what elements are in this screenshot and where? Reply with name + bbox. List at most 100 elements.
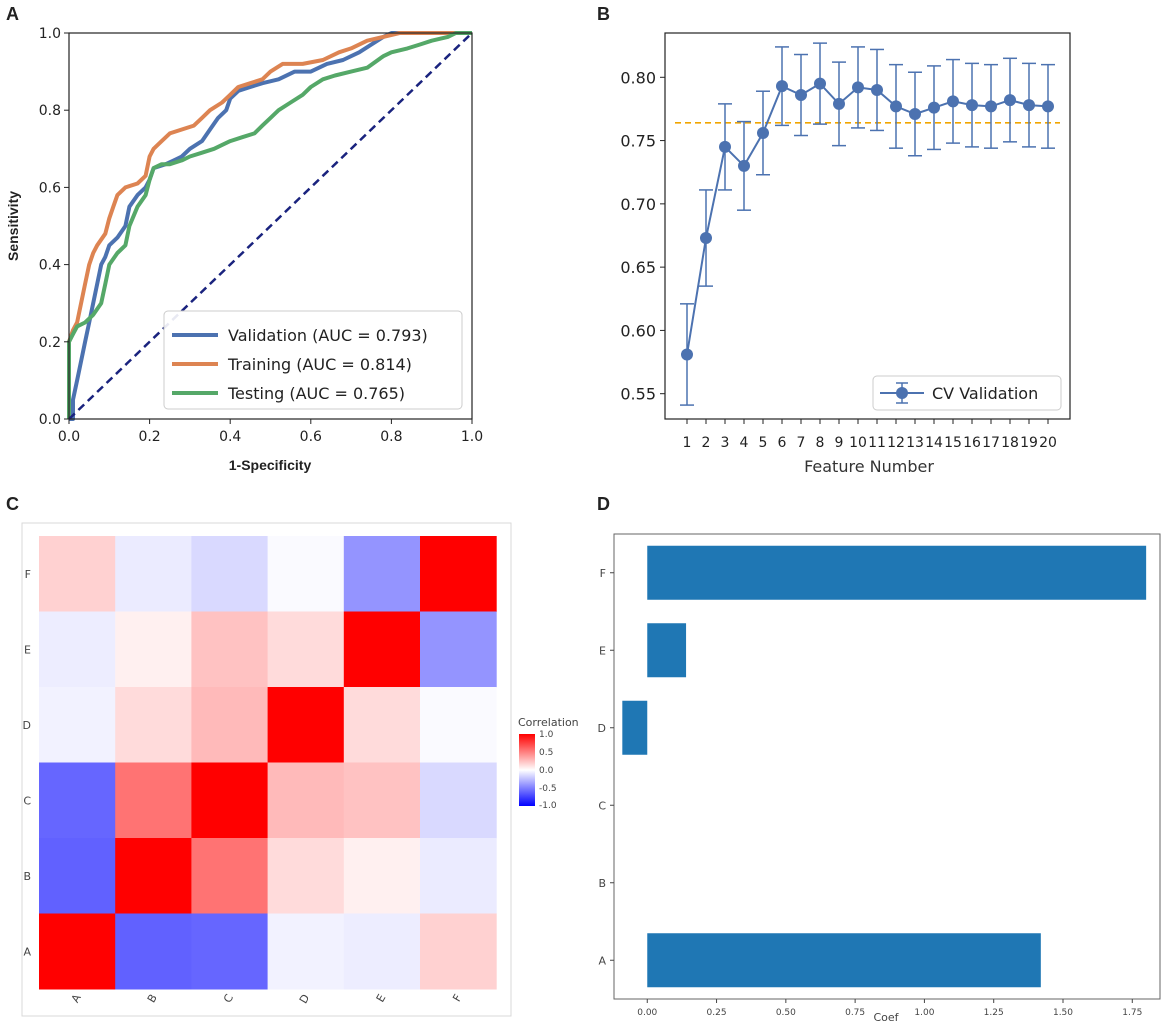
panel-b-xtick-label: 13 xyxy=(906,435,924,451)
heatmap-row-label: F xyxy=(25,568,31,581)
panel-a-xtick-label: 0.8 xyxy=(380,429,402,445)
panel-a-xtick-label: 0.2 xyxy=(138,429,160,445)
heatmap-cell-a-c xyxy=(39,762,116,839)
heatmap-cell-b-c xyxy=(115,762,192,839)
panel-d-frame xyxy=(613,533,1161,1000)
panel-b-xtick-label: 10 xyxy=(849,435,867,451)
panel-d-ytick-label: D xyxy=(598,722,606,735)
heatmap-cell-f-c xyxy=(420,762,497,839)
panel-d-ytick-label: E xyxy=(599,644,606,657)
heatmap-cell-e-a xyxy=(343,913,421,990)
heatmap-cell-f-a xyxy=(420,913,497,990)
heatmap-cell-f-e xyxy=(420,611,497,688)
panel-label-a: A xyxy=(6,4,19,24)
heatmap-cell-b-a xyxy=(115,913,192,990)
panel-b-xtick-label: 20 xyxy=(1039,435,1057,451)
panel-b-xtick-label: 12 xyxy=(887,435,905,451)
cv-point xyxy=(966,99,978,112)
panel-d-coef-chart: A B C D E F 0.00 0.25 0.50 0.75 1.00 1.25 1.50 1.75 C… xyxy=(598,533,1161,1024)
panel-b-ytick-label: 0.55 xyxy=(620,385,656,404)
legend-label-training: Training (AUC = 0.814) xyxy=(227,355,412,374)
panel-b-xtick-label: 4 xyxy=(740,435,749,451)
heatmap-row-label: B xyxy=(23,870,31,883)
heatmap-cell-d-e xyxy=(267,611,345,688)
panel-b-legend: CV Validation xyxy=(872,375,1062,411)
coef-bar-a xyxy=(647,933,1041,988)
panel-d-ytick-label: C xyxy=(598,799,606,812)
cv-point xyxy=(738,159,750,172)
coef-bar-f xyxy=(647,545,1147,600)
heatmap-cell-b-b xyxy=(115,838,192,914)
panel-b-xtick-label: 1 xyxy=(683,435,692,451)
roc-line-training xyxy=(67,31,472,419)
panel-b-xtick-label: 18 xyxy=(1001,435,1019,451)
panel-b-xtick-label: 9 xyxy=(835,435,844,451)
panel-d-ytick-label: F xyxy=(600,567,606,580)
panel-d-ytick-label: B xyxy=(598,877,606,890)
panel-b-xlabel: Feature Number xyxy=(804,457,934,476)
panel-a-xtick-label: 0.4 xyxy=(219,429,241,445)
panel-d-xtick-label: 0.25 xyxy=(707,1008,727,1018)
coef-bar-d xyxy=(622,700,648,755)
panel-d-xtick-label: 1.50 xyxy=(1053,1008,1073,1018)
panel-d-ytick-label: A xyxy=(598,954,606,967)
panel-a-ytick-label: 0.8 xyxy=(39,103,61,119)
colorbar-tick-minus-0.5: -0.5 xyxy=(539,784,557,794)
panel-a-xtick-label: 1.0 xyxy=(461,429,483,445)
cv-point xyxy=(1042,100,1054,113)
panel-d-xtick-label: 0.50 xyxy=(776,1008,796,1018)
heatmap-cell-b-f xyxy=(115,536,192,612)
panel-d-xtick-label: 0.00 xyxy=(637,1008,657,1018)
cv-point xyxy=(1004,94,1016,107)
coef-bar-e xyxy=(647,623,687,678)
panel-a-xtick-label: 0.0 xyxy=(58,429,80,445)
panel-b-xtick-label: 16 xyxy=(963,435,981,451)
heatmap-cell-c-f xyxy=(191,536,269,612)
cv-point xyxy=(719,140,731,153)
panel-a-ytick-label: 0.2 xyxy=(39,335,61,351)
panel-a-ylabel: Sensitivity xyxy=(5,191,21,261)
cv-point xyxy=(871,83,883,96)
panel-b-xtick-label: 5 xyxy=(759,435,768,451)
cv-point xyxy=(814,77,826,90)
panel-b-xtick-label: 17 xyxy=(982,435,1000,451)
colorbar-tick-0.0: 0.0 xyxy=(539,766,554,776)
heatmap-cell-e-d xyxy=(343,687,421,763)
heatmap-row-label: D xyxy=(23,719,31,732)
heatmap-cell-d-b xyxy=(267,838,345,914)
cv-series-line xyxy=(686,82,1049,355)
panel-b-ytick-label: 0.75 xyxy=(620,132,656,151)
cv-point xyxy=(700,232,712,245)
heatmap-cell-b-d xyxy=(115,687,192,763)
panel-b-cv-chart: 1 2 3 4 5 6 7 8 9 10 11 12 13 14 15 16 17 18 19 200.550.600… xyxy=(620,32,1071,476)
panel-b-xtick-label: 6 xyxy=(778,435,787,451)
panel-a-ytick-label: 0.0 xyxy=(39,412,61,428)
heatmap-cell-c-d xyxy=(191,687,269,763)
panel-d-xtick-label: 1.00 xyxy=(914,1008,934,1018)
panel-b-xtick-label: 11 xyxy=(868,435,886,451)
panel-b-xtick-label: 2 xyxy=(702,435,711,451)
cv-point xyxy=(795,89,807,102)
heatmap-cell-c-c xyxy=(191,762,269,839)
panel-b-ytick-label: 0.65 xyxy=(620,258,656,277)
heatmap-cell-a-a xyxy=(39,913,116,990)
roc-line-validation xyxy=(69,31,472,421)
heatmap-cell-e-e xyxy=(343,611,421,688)
panel-a-ytick-label: 0.6 xyxy=(39,180,61,196)
heatmap-row-label: A xyxy=(23,945,31,958)
panel-b-xtick-label: 3 xyxy=(721,435,730,451)
heatmap-row-label: E xyxy=(24,643,31,656)
heatmap-col-label: F xyxy=(450,992,464,1004)
panel-b-xtick-label: 7 xyxy=(797,435,806,451)
panel-a-frame xyxy=(68,32,473,420)
heatmap-cell-e-b xyxy=(343,838,421,914)
colorbar-gradient xyxy=(519,734,535,806)
heatmap-cell-e-c xyxy=(343,762,421,839)
panel-c-colorbar: Correlation 1.0 0.5 0.0 -0.5 -1.0 xyxy=(518,716,579,811)
cv-point xyxy=(833,97,845,110)
panel-b-xtick-label: 15 xyxy=(944,435,962,451)
heatmap-cell-f-d xyxy=(420,687,497,763)
panel-label-d: D xyxy=(597,494,610,514)
panel-b-xtick-label: 19 xyxy=(1020,435,1038,451)
